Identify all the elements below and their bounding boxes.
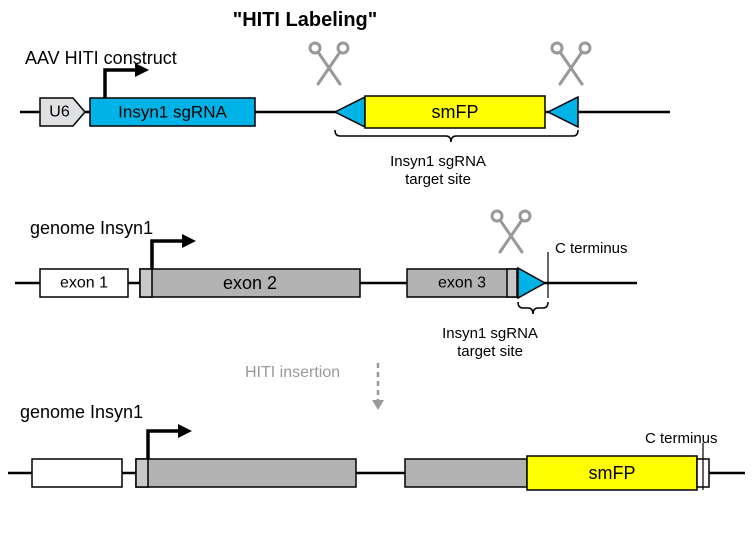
hiti-insert-label: HITI insertion	[245, 364, 340, 381]
exon-box	[136, 459, 356, 487]
section-label: AAV HITI construct	[25, 48, 177, 68]
box-label: exon 1	[60, 275, 108, 292]
box-label: exon 3	[438, 275, 486, 292]
brace-icon	[335, 130, 578, 142]
scissors-icon	[492, 211, 530, 252]
scissors-icon	[552, 43, 590, 84]
target-label: Insyn1 sgRNA	[390, 153, 486, 170]
target-triangle-icon	[548, 97, 578, 127]
box-label: smFP	[432, 102, 479, 122]
scissors-icon	[310, 43, 348, 84]
target-triangle-icon	[335, 97, 365, 127]
section-label: genome Insyn1	[30, 218, 153, 238]
target-label: target site	[457, 343, 523, 360]
target-label: target site	[405, 171, 471, 188]
tss-arrow-icon	[105, 63, 149, 98]
tss-arrow-icon	[148, 424, 192, 459]
utr-right	[507, 269, 517, 297]
cterm-label: C terminus	[645, 430, 718, 447]
target-label: Insyn1 sgRNA	[442, 325, 538, 342]
brace-icon	[518, 302, 548, 314]
exon-box	[32, 459, 122, 487]
utr-left	[136, 459, 148, 487]
box-label: smFP	[589, 463, 636, 483]
page-title: "HITI Labeling"	[233, 9, 378, 31]
tss-arrow-icon	[152, 234, 196, 269]
box-label: Insyn1 sgRNA	[118, 103, 227, 122]
utr-left	[140, 269, 152, 297]
insert-arrowhead-icon	[372, 400, 384, 410]
box-label: exon 2	[223, 273, 277, 293]
section-label: genome Insyn1	[20, 402, 143, 422]
exon-box	[405, 459, 527, 487]
target-triangle-icon	[518, 268, 545, 298]
box-label: U6	[49, 104, 70, 121]
cterm-label: C terminus	[555, 240, 628, 257]
